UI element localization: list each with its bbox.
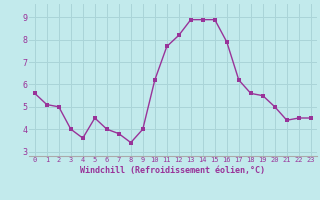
X-axis label: Windchill (Refroidissement éolien,°C): Windchill (Refroidissement éolien,°C) [80, 166, 265, 175]
